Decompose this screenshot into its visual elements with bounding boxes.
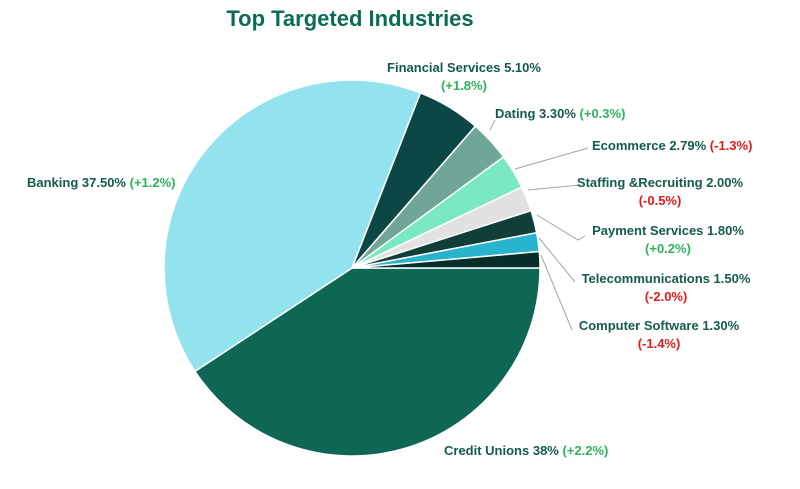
- slice-label-name: Payment Services 1.80%: [592, 223, 744, 238]
- slice-label: Staffing &Recruiting 2.00%: [577, 175, 744, 190]
- chart-title: Top Targeted Industries: [226, 6, 474, 31]
- leader-line: [489, 119, 496, 131]
- slice-label-change: (-1.4%): [638, 336, 681, 351]
- slice-label-name: Dating 3.30%: [495, 106, 576, 121]
- leader-line: [536, 214, 586, 241]
- slice-label: (+0.2%): [645, 241, 691, 256]
- slice-label-name: Staffing &Recruiting 2.00%: [577, 175, 744, 190]
- slice-label: Ecommerce 2.79% (-1.3%): [592, 138, 752, 153]
- slice-label: (-1.4%): [638, 336, 681, 351]
- slice-label: Computer Software 1.30%: [579, 318, 740, 333]
- slice-label-change: (-2.0%): [645, 289, 688, 304]
- slice-label-name: Financial Services 5.10%: [387, 60, 541, 75]
- slice-label: Payment Services 1.80%: [592, 223, 744, 238]
- slice-label-name: Banking 37.50%: [27, 175, 126, 190]
- slice-label-name: Telecommunications 1.50%: [582, 271, 751, 286]
- slice-label: (-0.5%): [639, 193, 682, 208]
- slice-label: Telecommunications 1.50%: [582, 271, 751, 286]
- slice-label-change: (-0.5%): [639, 193, 682, 208]
- leader-line: [540, 254, 573, 331]
- slice-label: Banking 37.50% (+1.2%): [27, 175, 176, 190]
- slice-label-name: Credit Unions 38%: [444, 443, 559, 458]
- slice-label-change: (-1.3%): [706, 138, 752, 153]
- slice-label-change: (+0.3%): [576, 106, 626, 121]
- leader-line: [538, 237, 576, 283]
- slice-label-name: Computer Software 1.30%: [579, 318, 740, 333]
- slice-label-change: (+2.2%): [559, 443, 609, 458]
- slice-label-name: Ecommerce 2.79%: [592, 138, 707, 153]
- slice-label: (-2.0%): [645, 289, 688, 304]
- slice-label: Dating 3.30% (+0.3%): [495, 106, 625, 121]
- pie-slice-computer-software: [351, 250, 541, 269]
- pie-slice-banking: [163, 79, 422, 373]
- slice-label: Financial Services 5.10%: [387, 60, 541, 75]
- leader-line: [527, 184, 581, 191]
- slice-label-change: (+1.8%): [441, 78, 487, 93]
- slice-label-change: (+1.2%): [126, 175, 176, 190]
- slice-label: Credit Unions 38% (+2.2%): [444, 443, 608, 458]
- leader-line: [514, 147, 589, 170]
- slice-label-change: (+0.2%): [645, 241, 691, 256]
- slice-label: (+1.8%): [441, 78, 487, 93]
